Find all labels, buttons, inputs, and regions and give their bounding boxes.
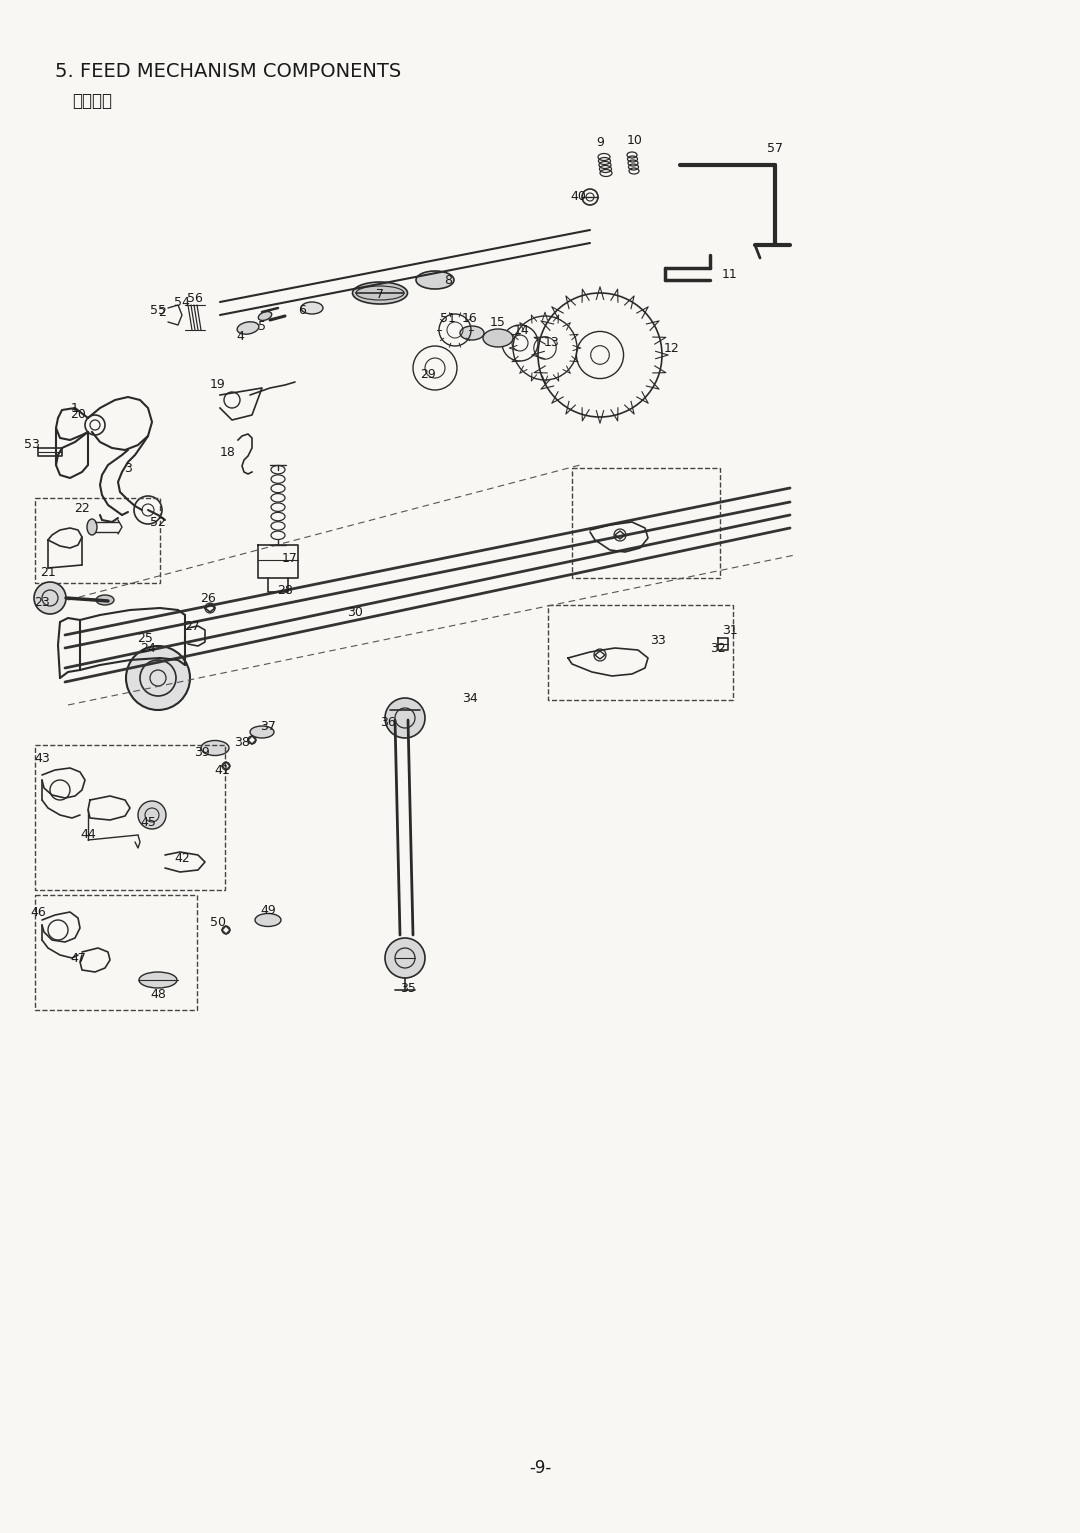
Text: 27: 27 [184, 619, 200, 633]
Text: 36: 36 [380, 716, 396, 728]
Text: 34: 34 [462, 691, 477, 705]
Text: 16: 16 [462, 311, 477, 325]
Ellipse shape [258, 311, 272, 320]
Circle shape [138, 802, 166, 829]
Text: 48: 48 [150, 989, 166, 1001]
Text: 44: 44 [80, 828, 96, 842]
Text: 31: 31 [723, 624, 738, 636]
Ellipse shape [249, 727, 274, 737]
Text: 4: 4 [237, 330, 244, 342]
Text: 25: 25 [137, 632, 153, 644]
Text: 8: 8 [444, 273, 453, 287]
Text: 30: 30 [347, 606, 363, 618]
Text: 18: 18 [220, 446, 235, 458]
Ellipse shape [301, 302, 323, 314]
Text: 1: 1 [71, 402, 79, 414]
Text: 28: 28 [278, 584, 293, 596]
Text: 21: 21 [40, 566, 56, 578]
Text: 56: 56 [187, 291, 203, 305]
Text: 55: 55 [150, 304, 166, 316]
Text: 35: 35 [400, 981, 416, 995]
Text: 3: 3 [124, 461, 132, 475]
Text: 5. FEED MECHANISM COMPONENTS: 5. FEED MECHANISM COMPONENTS [55, 61, 402, 81]
Text: -9-: -9- [529, 1459, 551, 1476]
Text: 41: 41 [214, 763, 230, 777]
Ellipse shape [238, 322, 259, 334]
Text: 20: 20 [70, 408, 86, 422]
Text: 32: 32 [711, 641, 726, 655]
Text: 54: 54 [174, 296, 190, 308]
Text: 11: 11 [723, 268, 738, 282]
Ellipse shape [352, 282, 407, 304]
Bar [35, 895, 197, 1010]
Bar [548, 606, 733, 701]
Text: 46: 46 [30, 906, 45, 918]
Text: 50: 50 [210, 915, 226, 929]
Text: 2: 2 [158, 305, 166, 319]
Text: 33: 33 [650, 633, 666, 647]
Ellipse shape [87, 520, 97, 535]
Text: 19: 19 [211, 379, 226, 391]
Text: 39: 39 [194, 745, 210, 759]
Ellipse shape [201, 740, 229, 756]
Ellipse shape [483, 330, 513, 346]
Circle shape [384, 938, 426, 978]
Ellipse shape [255, 914, 281, 926]
Bar [35, 745, 225, 891]
Text: 23: 23 [35, 595, 50, 609]
Text: 38: 38 [234, 736, 249, 748]
Text: 24: 24 [140, 641, 156, 655]
Bar [35, 498, 160, 583]
Text: 9: 9 [596, 135, 604, 149]
Text: 26: 26 [200, 592, 216, 604]
Ellipse shape [139, 972, 177, 987]
Ellipse shape [96, 595, 114, 606]
Ellipse shape [460, 327, 484, 340]
Circle shape [33, 583, 66, 615]
Text: 15: 15 [490, 316, 505, 328]
Text: 45: 45 [140, 816, 156, 828]
Text: 53: 53 [24, 438, 40, 452]
Ellipse shape [416, 271, 454, 290]
Text: 57: 57 [767, 141, 783, 155]
Text: 13: 13 [544, 336, 559, 348]
Text: 51: 51 [440, 311, 456, 325]
Text: 14: 14 [514, 323, 530, 337]
Text: 37: 37 [260, 719, 275, 733]
Text: 22: 22 [75, 501, 90, 515]
Circle shape [126, 645, 190, 710]
Circle shape [384, 698, 426, 737]
Text: 49: 49 [260, 903, 275, 917]
Text: 12: 12 [664, 342, 680, 354]
Text: 43: 43 [35, 751, 50, 765]
Text: 47: 47 [70, 952, 86, 964]
Text: 送り関係: 送り関係 [72, 92, 112, 110]
Bar [572, 468, 720, 578]
Text: 42: 42 [174, 851, 190, 865]
Text: 29: 29 [420, 368, 436, 382]
Text: 17: 17 [282, 552, 298, 564]
Text: 7: 7 [376, 288, 384, 302]
Text: 5: 5 [258, 319, 266, 333]
Text: 40: 40 [570, 190, 586, 202]
Text: 10: 10 [627, 133, 643, 147]
Text: 52: 52 [150, 515, 166, 529]
Text: 6: 6 [298, 304, 306, 316]
